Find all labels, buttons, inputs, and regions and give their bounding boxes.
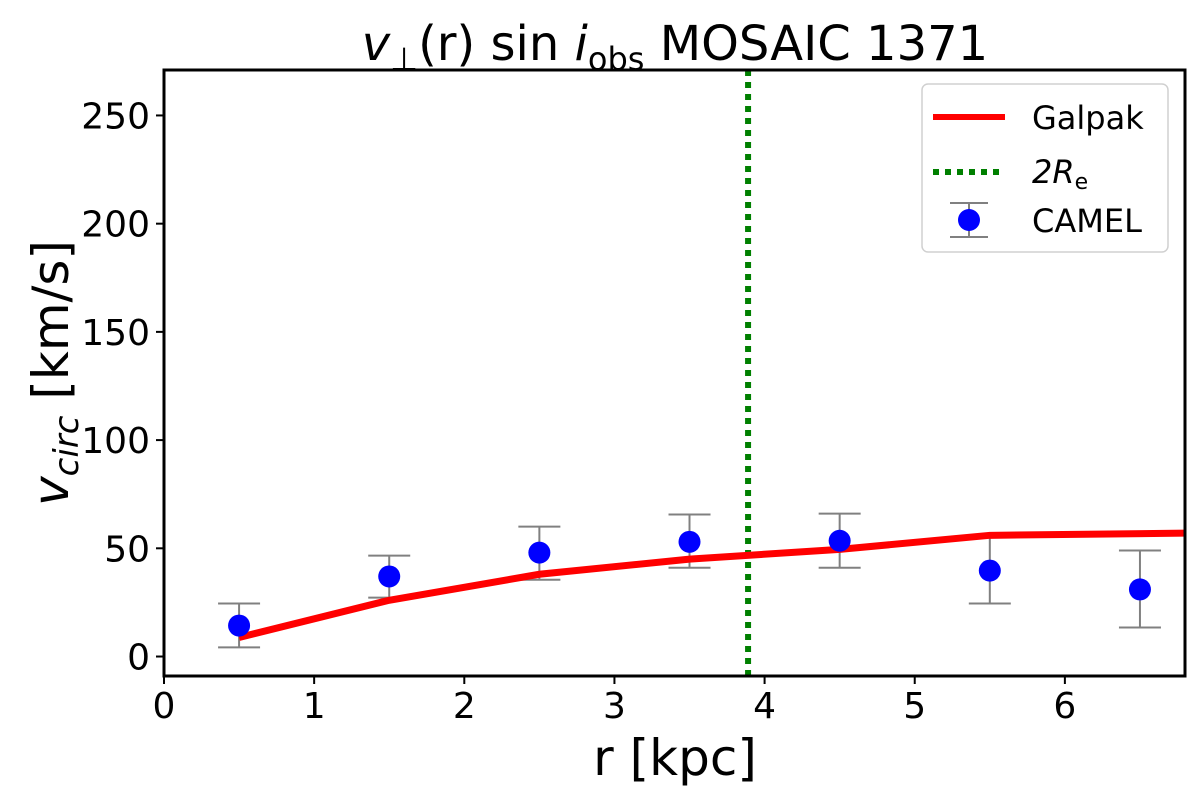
camel-point <box>528 541 551 564</box>
x-tick-label: 1 <box>303 686 326 727</box>
y-tick-label: 150 <box>81 313 150 354</box>
plot-frame <box>162 68 1187 678</box>
camel-point <box>1128 578 1151 601</box>
legend-camel-swatch <box>950 202 988 238</box>
y-tick-label: 0 <box>127 638 150 679</box>
x-tick-label: 5 <box>903 686 926 727</box>
x-tick-label: 0 <box>153 686 176 727</box>
plot-area <box>218 70 1185 676</box>
chart-title: v⊥(r) sin iobs MOSAIC 1371 <box>362 16 988 78</box>
camel-point <box>978 559 1001 582</box>
camel-point <box>228 614 251 637</box>
galpak-line <box>238 529 1185 641</box>
x-tick-label: 2 <box>453 686 476 727</box>
x-tick-label: 6 <box>1053 686 1076 727</box>
x-axis-label: r [kpc] <box>593 729 757 787</box>
y-tick-label: 250 <box>81 96 150 137</box>
legend-galpak-label: Galpak <box>1032 99 1144 137</box>
camel-point <box>378 565 401 588</box>
camel-point <box>678 530 701 553</box>
y-tick-label: 100 <box>81 421 150 462</box>
y-axis-label: vcirc [km/s] <box>22 240 87 506</box>
y-tick-label: 50 <box>104 529 150 570</box>
legend: Galpak 2Re CAMEL <box>921 83 1169 253</box>
x-tick-label: 4 <box>753 686 776 727</box>
legend-camel-label: CAMEL <box>1032 202 1142 240</box>
camel-point <box>828 529 851 552</box>
x-tick-label: 3 <box>603 686 626 727</box>
y-tick-label: 200 <box>81 205 150 246</box>
legend-2re-label: 2Re <box>1032 153 1088 195</box>
